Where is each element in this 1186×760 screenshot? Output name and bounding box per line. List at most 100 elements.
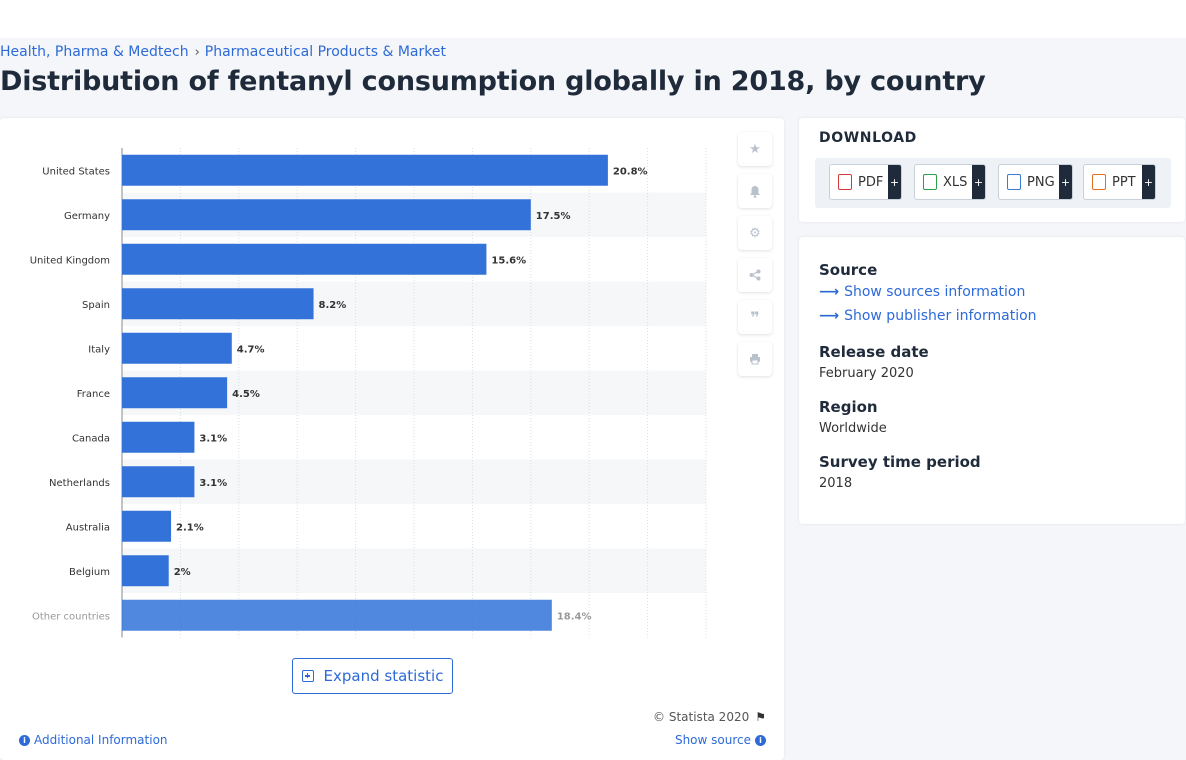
bar [122,288,314,320]
category-label: United States [42,166,110,177]
page-title: Distribution of fentanyl consumption glo… [0,66,986,97]
additional-information-label: Additional Information [34,733,168,747]
download-ppt-button[interactable]: PPT + [1083,164,1156,200]
category-label: Canada [72,433,110,444]
bar [122,510,172,542]
expand-statistic-label: Expand statistic [323,667,444,685]
download-ppt-label: PPT [1112,174,1136,190]
show-publisher-label: Show publisher information [844,308,1037,324]
region-heading: Region [819,398,878,416]
category-label: Netherlands [49,478,110,489]
download-xls-button[interactable]: XLS + [914,164,986,200]
bar [122,154,608,186]
category-label: Australia [66,522,110,533]
gear-icon: ⚙ [749,225,761,241]
chart-toolbar: ★ ⚙ ❞ [738,132,772,384]
info-icon: i [19,734,30,746]
category-label: United Kingdom [30,255,110,266]
info-icon: i [755,734,766,746]
value-label: 15.6% [491,255,526,266]
download-card: DOWNLOAD PDF + XLS + PNG + PPT + [799,118,1185,222]
quote-icon: ❞ [750,307,760,327]
category-label: Italy [88,344,110,355]
download-png-label: PNG [1027,174,1055,190]
top-bar [0,0,1186,38]
row-band [122,548,706,593]
ppt-file-icon [1092,174,1106,190]
plus-icon: + [1142,165,1155,199]
additional-information-link[interactable]: i Additional Information [19,733,168,747]
print-icon [750,354,760,365]
download-strip: PDF + XLS + PNG + PPT + [815,158,1171,208]
bar [122,599,552,631]
arrow-right-icon: ⟶ [819,308,840,324]
arrow-right-icon: ⟶ [819,284,840,300]
category-label: Belgium [69,567,110,578]
download-pdf-button[interactable]: PDF + [829,164,902,200]
value-label: 4.7% [237,344,265,355]
share-button[interactable] [738,258,772,292]
flag-icon[interactable]: ⚑ [755,710,766,724]
release-date-heading: Release date [819,343,929,361]
value-label: 2.1% [176,522,204,533]
show-source-link[interactable]: Show source i [675,733,766,747]
release-date-value: February 2020 [819,366,914,381]
category-label: Germany [64,211,110,222]
download-png-button[interactable]: PNG + [998,164,1073,200]
show-publisher-link[interactable]: ⟶ Show publisher information [819,308,1037,324]
expand-icon [301,670,314,682]
survey-period-heading: Survey time period [819,453,981,471]
download-xls-label: XLS [943,174,968,190]
bar [122,243,487,275]
settings-button[interactable]: ⚙ [738,216,772,250]
category-label: France [77,389,110,400]
value-label: 2% [174,567,191,578]
copyright-text: © Statista 2020 [653,710,750,724]
chart-card: United States 20.8% Germany 17.5% United Kin… [0,118,784,760]
category-label: Other countries [32,611,110,622]
download-pdf-label: PDF [858,174,884,190]
plus-icon: + [888,165,901,199]
survey-period-value: 2018 [819,476,853,491]
bar [122,466,195,498]
bar [122,199,531,231]
expand-statistic-button[interactable]: Expand statistic [292,658,453,694]
cite-button[interactable]: ❞ [738,300,772,334]
print-button[interactable] [738,342,772,376]
value-label: 4.5% [232,389,260,400]
plus-icon: + [972,165,985,199]
bar [122,555,169,587]
value-label: 18.4% [557,611,592,622]
download-title: DOWNLOAD [819,130,917,146]
show-sources-link[interactable]: ⟶ Show sources information [819,284,1025,300]
bar-chart: United States 20.8% Germany 17.5% United Kin… [30,148,707,638]
category-label: Spain [82,300,110,311]
chevron-right-icon: › [194,45,200,60]
bar [122,332,232,364]
favorite-button[interactable]: ★ [738,132,772,166]
value-label: 8.2% [319,300,347,311]
show-source-label: Show source [674,733,751,747]
xls-file-icon [923,174,937,190]
bar [122,421,195,453]
star-icon: ★ [749,141,761,157]
value-label: 3.1% [199,478,227,489]
region-value: Worldwide [819,421,887,436]
plus-icon: + [1059,165,1072,199]
bell-icon [750,185,760,198]
value-label: 17.5% [536,211,571,222]
share-icon [749,269,761,281]
pdf-file-icon [838,174,852,190]
statistic-info-card: Source ⟶ Show sources information ⟶ Show… [799,237,1185,524]
value-label: 20.8% [613,166,648,177]
source-heading: Source [819,261,878,279]
value-label: 3.1% [199,433,227,444]
notification-button[interactable] [738,174,772,208]
bar [122,377,228,409]
breadcrumb-item-health[interactable]: Health, Pharma & Medtech [0,44,189,60]
breadcrumb-item-pharma[interactable]: Pharmaceutical Products & Market [204,44,446,60]
show-sources-label: Show sources information [844,284,1026,300]
png-file-icon [1007,174,1021,190]
copyright: © Statista 2020 ⚑ [653,710,766,724]
breadcrumb: Health, Pharma & Medtech › Pharmaceutical … [0,44,446,60]
